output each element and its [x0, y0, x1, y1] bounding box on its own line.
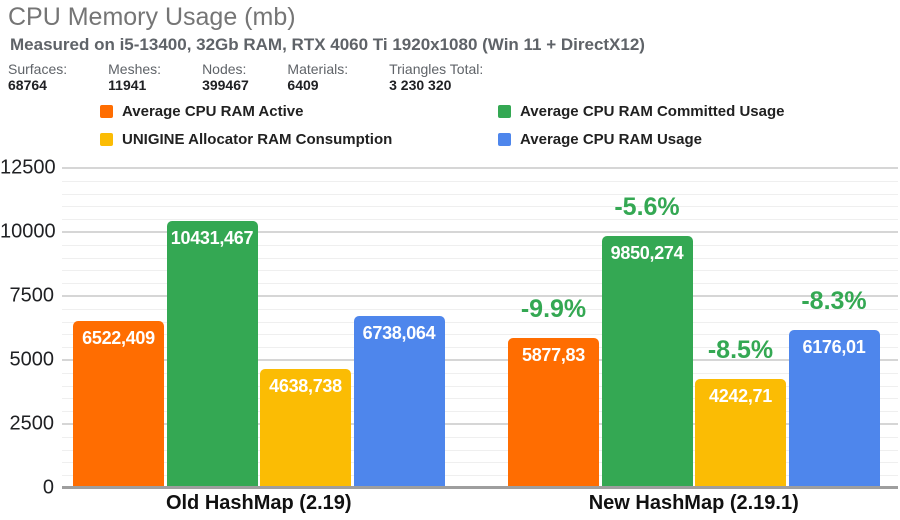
y-tick-label: 2500: [9, 412, 55, 435]
y-tick-label: 12500: [0, 156, 56, 179]
stat-item: Nodes: 399467: [202, 61, 251, 93]
legend-label: Average CPU RAM Active: [122, 103, 304, 120]
y-tick-label: 7500: [9, 284, 55, 307]
legend-swatch: [498, 105, 511, 118]
bar-value-label: 6738,064: [362, 322, 436, 343]
minor-gridline: [62, 193, 898, 195]
legend-entry: Average CPU RAM Active: [100, 102, 392, 121]
bar-allocator-ram: 4638,738: [260, 369, 351, 488]
minor-gridline: [62, 436, 898, 438]
stat-item: Meshes: 11941: [108, 61, 166, 93]
category-label: New HashMap (2.19.1): [588, 492, 799, 514]
stat-label: Materials:: [287, 61, 349, 77]
stat-value: 6409: [287, 77, 319, 93]
bar-value-label: 4242,71: [709, 386, 772, 407]
minor-gridline: [62, 411, 898, 413]
stat-item: Triangles Total: 3 230 320: [389, 61, 488, 93]
bar-value-label: 6522,409: [82, 328, 155, 349]
bar-ram-active: 5877,83: [508, 337, 599, 488]
bar-ram-active: 6522,409: [73, 321, 164, 488]
chart-title: CPU Memory Usage (mb): [8, 3, 296, 31]
legend-entry: UNIGINE Allocator RAM Consumption: [100, 130, 392, 149]
legend-entry: Average CPU RAM Usage: [498, 130, 785, 149]
major-gridline: [62, 423, 898, 425]
minor-gridline: [62, 372, 898, 374]
stat-label: Meshes:: [108, 61, 162, 77]
minor-gridline: [62, 180, 898, 182]
bar-value-label: 5877,83: [522, 344, 585, 365]
minor-gridline: [62, 334, 898, 336]
minor-gridline: [62, 308, 898, 310]
minor-gridline: [62, 449, 898, 451]
chart-subtitle: Measured on i5-13400, 32Gb RAM, RTX 4060…: [10, 35, 645, 54]
y-tick-label: 5000: [9, 348, 55, 371]
bar-allocator-ram: 4242,71: [695, 379, 786, 488]
legend-label: UNIGINE Allocator RAM Consumption: [122, 131, 393, 148]
minor-gridline: [62, 206, 898, 208]
minor-gridline: [62, 257, 898, 259]
minor-gridline: [62, 475, 898, 477]
bar-ram-committed: 9850,274: [601, 235, 693, 488]
stat-label: Surfaces:: [8, 61, 68, 77]
stat-value: 68764: [8, 77, 47, 93]
minor-gridline: [62, 321, 898, 323]
legend-column-left: Average CPU RAM Active UNIGINE Allocator …: [100, 102, 392, 149]
stat-label: Triangles Total:: [389, 61, 484, 77]
bar-value-label: 9850,274: [610, 242, 684, 263]
bar-ram-usage: 6738,064: [353, 315, 445, 488]
stat-value: 11941: [108, 77, 147, 93]
stat-item: Materials: 6409: [287, 61, 353, 93]
minor-gridline: [62, 244, 898, 246]
pct-change-label: -8.5%: [707, 336, 774, 365]
stats-row: Surfaces: 68764 Meshes: 11941 Nodes: 399467 Ma…: [8, 61, 488, 93]
legend-label: Average CPU RAM Committed Usage: [520, 103, 785, 120]
stat-value: 3 230 320: [389, 77, 452, 93]
legend-column-right: Average CPU RAM Committed Usage Average C…: [498, 102, 785, 149]
minor-gridline: [62, 347, 898, 349]
pct-change-label: -9.9%: [520, 294, 587, 323]
legend-entry: Average CPU RAM Committed Usage: [498, 102, 785, 121]
major-gridline: [62, 167, 898, 169]
minor-gridline: [62, 270, 898, 272]
minor-gridline: [62, 283, 898, 285]
legend-swatch: [100, 133, 113, 146]
stat-value: 399467: [202, 77, 249, 93]
bar-value-label: 4638,738: [269, 376, 342, 397]
legend-swatch: [498, 133, 511, 146]
bar-value-label: 10431,467: [170, 227, 254, 248]
bar-ram-usage: 6176,01: [788, 329, 880, 488]
category-label: Old HashMap (2.19): [165, 492, 352, 514]
y-tick-label: 10000: [0, 220, 56, 243]
minor-gridline: [62, 462, 898, 464]
bar-ram-committed: 10431,467: [166, 220, 258, 488]
major-gridline: [62, 295, 898, 297]
minor-gridline: [62, 385, 898, 387]
pct-change-label: -5.6%: [614, 192, 680, 221]
y-tick-label: 0: [42, 476, 54, 499]
minor-gridline: [62, 398, 898, 400]
major-gridline: [62, 359, 898, 361]
stat-item: Surfaces: 68764: [8, 61, 72, 93]
legend-swatch: [100, 105, 113, 118]
minor-gridline: [62, 219, 898, 221]
pct-change-label: -8.3%: [801, 286, 867, 315]
bar-value-label: 6176,01: [802, 336, 866, 357]
major-gridline: [62, 231, 898, 233]
x-axis-line: [62, 486, 898, 489]
stat-label: Nodes:: [202, 61, 247, 77]
legend-label: Average CPU RAM Usage: [520, 131, 702, 148]
